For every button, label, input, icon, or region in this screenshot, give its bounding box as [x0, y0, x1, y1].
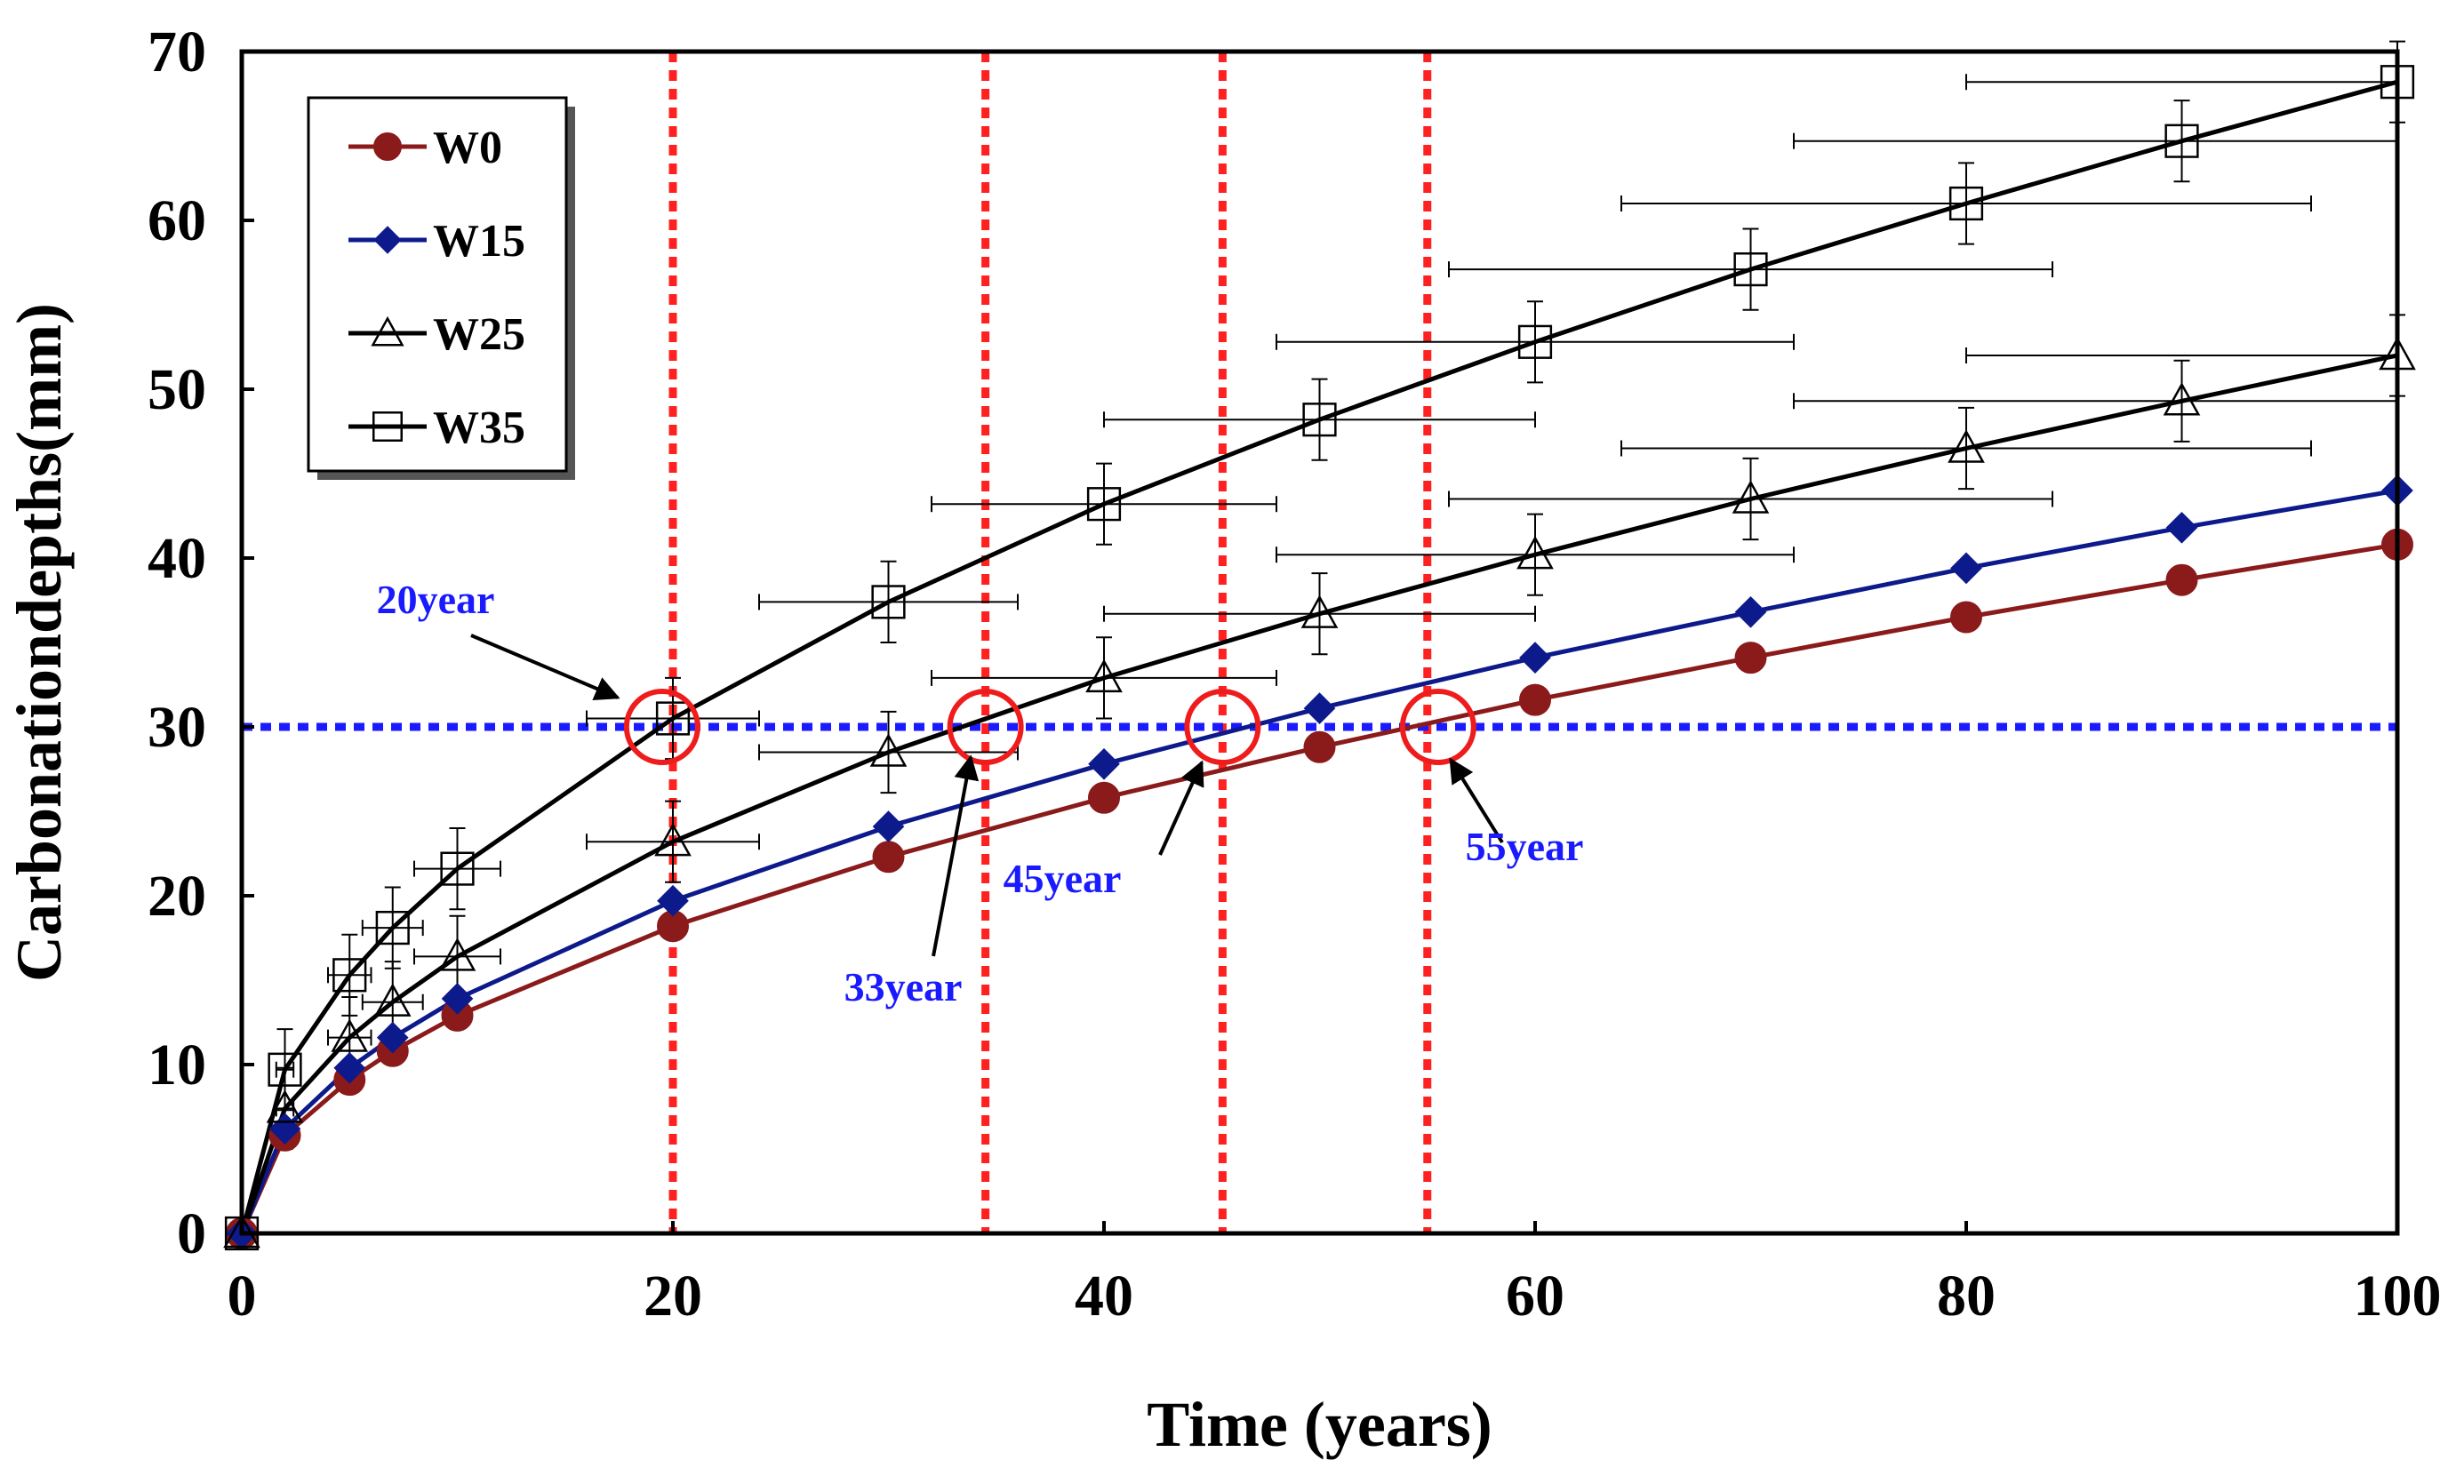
point-W0-30: [872, 841, 905, 874]
x-tick-label-0: 0: [228, 1264, 257, 1328]
plot-area: [223, 40, 2416, 1251]
y-tick-label-50: 50: [148, 357, 206, 422]
point-W0-70: [1734, 642, 1767, 674]
x-tick-label-80: 80: [1937, 1264, 1996, 1328]
point-W25-7: [373, 983, 412, 1017]
x-tick-label-40: 40: [1075, 1264, 1133, 1328]
y-tick-label-0: 0: [177, 1201, 206, 1266]
y-tick-label-60: 60: [148, 188, 206, 253]
annotation-arrow-45year: [1158, 760, 1204, 856]
highlight-circle-33year: [947, 689, 1024, 765]
point-W25-60: [1516, 535, 1554, 570]
point-W25-70: [1732, 480, 1770, 514]
point-W0-80: [1950, 601, 1982, 634]
point-W15-7: [376, 1021, 409, 1054]
annotation-label-55year: 55year: [1466, 824, 1584, 869]
highlight-circle-45year: [1184, 689, 1261, 765]
highlight-circle-20year: [623, 689, 700, 765]
y-tick-label-20: 20: [148, 864, 206, 929]
point-W35-50: [1302, 403, 1337, 437]
error-bar-W25-100: [1965, 314, 2405, 397]
highlight-circle-55year: [1399, 689, 1476, 765]
point-W15-70: [1734, 595, 1767, 628]
point-W0-90: [2165, 563, 2198, 596]
y-tick-label-40: 40: [148, 526, 206, 591]
point-W15-90: [2165, 511, 2198, 544]
point-W25-50: [1300, 594, 1339, 628]
point-W25-80: [1948, 429, 1985, 463]
point-W15-20: [657, 884, 689, 917]
point-W35-10: [440, 851, 475, 886]
x-tick-label-100: 100: [2354, 1264, 2442, 1328]
legend-label-W25: W25: [433, 309, 525, 360]
annotation-arrow-55year: [1449, 757, 1504, 844]
point-W35-7: [375, 911, 410, 945]
point-W15-10: [441, 983, 474, 1015]
y-axis-title: Carbonationdepths(mm): [4, 303, 75, 982]
legend-marker-W0: [373, 132, 402, 161]
point-W15-5: [333, 1051, 366, 1084]
y-tick-label-10: 10: [148, 1033, 206, 1097]
point-W35-30: [871, 585, 906, 619]
legend-marker-W15: [373, 226, 402, 254]
point-W15-30: [872, 810, 905, 842]
annotations: 20year 33year 45year 55year: [377, 577, 1584, 1009]
point-W25-5: [331, 1018, 369, 1052]
point-W25-2: [266, 1089, 304, 1123]
legend: W0 W15 W25 W35: [307, 96, 575, 480]
point-W15-80: [1950, 552, 1982, 585]
annotation-arrow-33year: [932, 754, 980, 957]
point-W35-2: [268, 1052, 302, 1087]
legend-box: [307, 96, 568, 473]
plot-frame: [239, 49, 2400, 1236]
point-W0-50: [1303, 730, 1336, 763]
legend-marker-W35: [372, 411, 403, 442]
point-W35-70: [1733, 252, 1768, 287]
series-line-W35: [242, 79, 2397, 1233]
point-W35-90: [2164, 124, 2199, 158]
annotation-arrow-20year: [470, 634, 620, 701]
x-tick-label-20: 20: [644, 1264, 702, 1328]
point-W15-50: [1303, 692, 1336, 724]
point-W25-40: [1085, 658, 1123, 693]
annotation-label-20year: 20year: [377, 577, 495, 622]
legend-entry-W35: W35: [348, 403, 525, 453]
y-tick-label-30: 30: [148, 695, 206, 760]
legend-label-W0: W0: [433, 123, 502, 173]
legend-entry-W15: W15: [348, 216, 525, 267]
x-axis-title: Time (years): [1147, 1389, 1492, 1460]
error-bar-W35-90: [1793, 100, 2398, 183]
axes: 0 20 40 60 80 100 0 10 20 30 40 50 60 70 Time (years) C…: [4, 20, 2442, 1460]
annotation-label-33year: 33year: [844, 964, 963, 1009]
legend-entry-W25: W25: [348, 309, 525, 360]
point-W35-80: [1948, 186, 1984, 221]
x-tick-label-60: 60: [1506, 1264, 1564, 1328]
y-tick-label-70: 70: [148, 20, 206, 84]
point-W0-60: [1519, 683, 1551, 716]
legend-label-W35: W35: [433, 403, 525, 453]
point-W35-60: [1517, 324, 1553, 359]
point-W35-40: [1086, 487, 1122, 522]
point-W15-60: [1519, 642, 1551, 674]
point-W25-90: [2163, 382, 2201, 416]
point-W35-5: [332, 958, 367, 993]
point-W35-20: [655, 701, 691, 736]
legend-label-W15: W15: [433, 216, 525, 267]
series-line-W25: [242, 353, 2397, 1233]
point-W25-30: [869, 733, 908, 767]
point-W15-40: [1088, 747, 1120, 780]
annotation-label-45year: 45year: [1004, 856, 1122, 901]
legend-entry-W0: W0: [348, 123, 502, 173]
point-W0-40: [1088, 781, 1120, 814]
legend-marker-W25: [371, 315, 404, 347]
point-W25-10: [438, 937, 476, 971]
point-W25-20: [654, 822, 692, 857]
